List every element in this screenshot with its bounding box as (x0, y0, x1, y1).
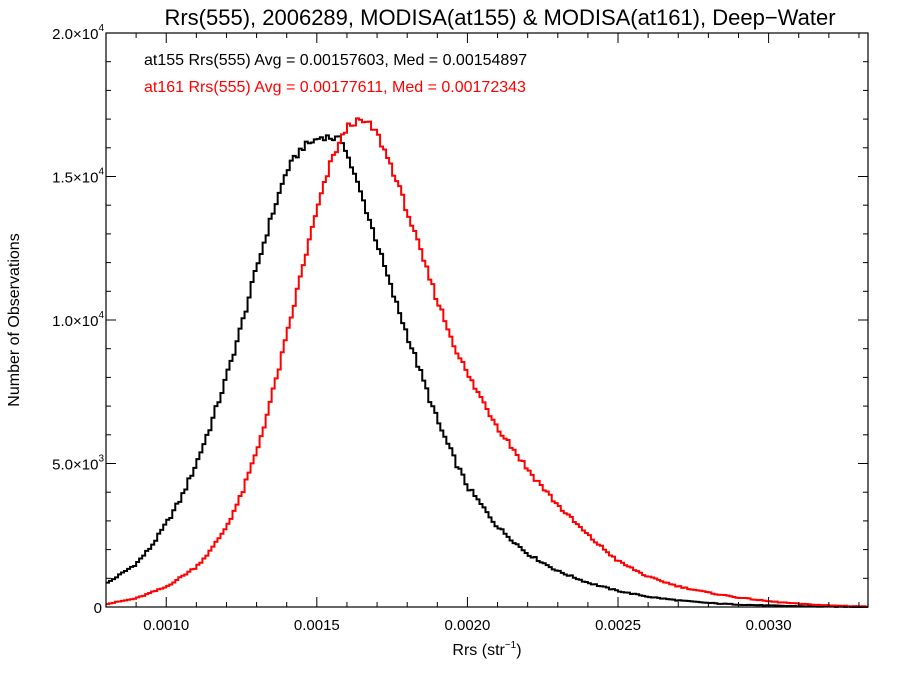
x-tick-label: 0.0025 (595, 617, 641, 634)
x-tick-label: 0.0015 (294, 617, 340, 634)
plot-frame (105, 32, 869, 608)
x-tick-label: 0.0030 (746, 617, 792, 634)
series-line-at155 (106, 134, 868, 608)
x-axis-label: Rrs (str−1) (452, 640, 521, 659)
x-axis-label-main: Rrs (str (452, 642, 505, 659)
series-line-at161 (106, 117, 868, 608)
y-tick-label: 1.5×104 (52, 167, 104, 187)
annotation-at161: at161 Rrs(555) Avg = 0.00177611, Med = 0… (144, 79, 526, 96)
chart-title: Rrs(555), 2006289, MODISA(at155) & MODIS… (164, 5, 835, 30)
x-tick-label: 0.0010 (143, 617, 189, 634)
x-axis-label-sup: −1 (505, 640, 517, 651)
x-tick-label: 0.0020 (444, 617, 490, 634)
plot-area (106, 117, 868, 608)
annotation-at155: at155 Rrs(555) Avg = 0.00157603, Med = 0… (144, 52, 527, 69)
y-tick-label: 1.0×104 (52, 310, 104, 330)
y-axis-label: Number of Observations (6, 233, 23, 406)
x-axis-label-tail: ) (516, 642, 521, 659)
y-tick-label: 0 (94, 600, 102, 617)
y-tick-label: 2.0×104 (52, 23, 104, 43)
y-tick-label: 5.0×103 (52, 454, 104, 474)
y-axis-label-group: Number of Observations (6, 233, 23, 406)
